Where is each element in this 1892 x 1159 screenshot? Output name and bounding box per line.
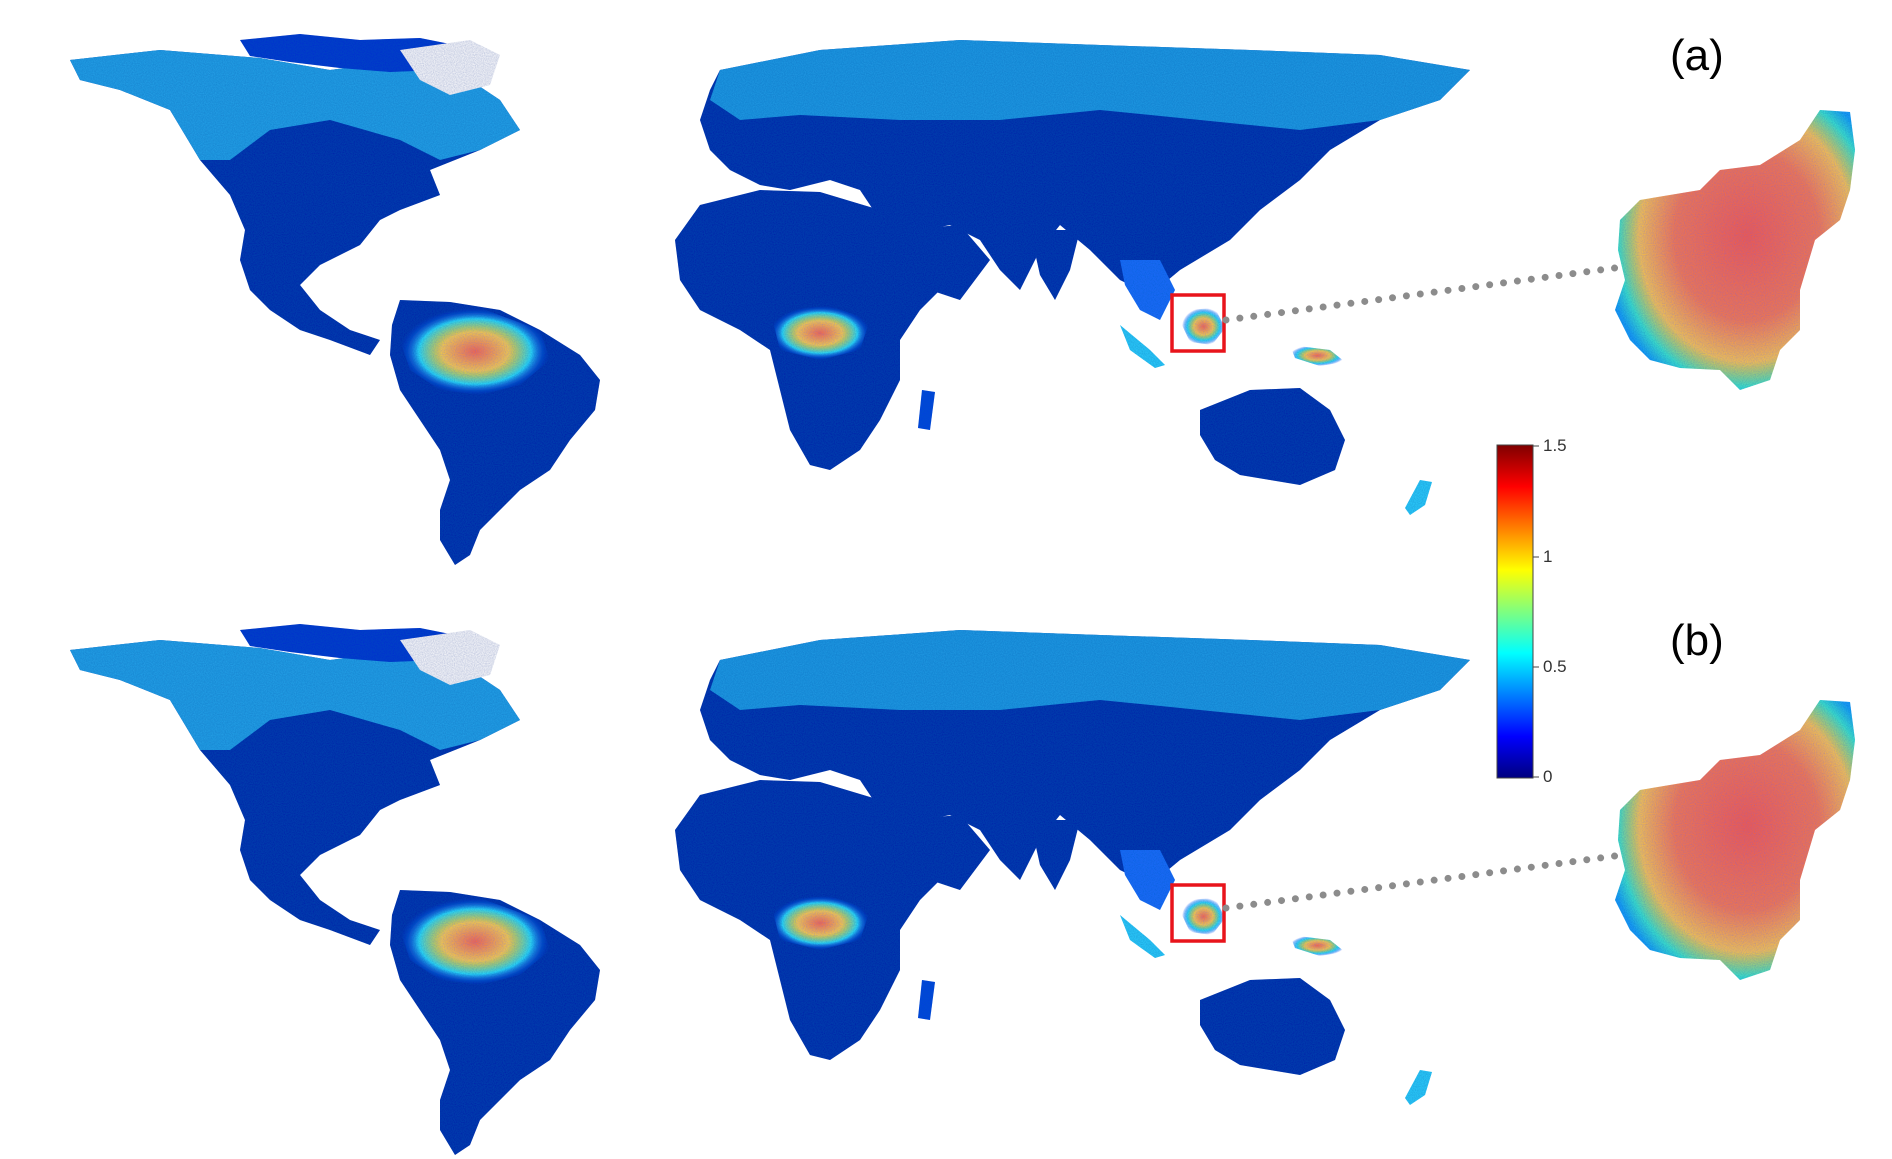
borneo-inset-b [1615, 700, 1855, 980]
colorbar-tick-0-5: 0.5 [1543, 657, 1567, 676]
colorbar-gradient [1496, 444, 1534, 779]
inset-connector-a [1222, 264, 1619, 324]
colorbar-ticks [1533, 445, 1539, 778]
panel-b-map [70, 624, 1470, 1155]
panel-a-map [70, 34, 1470, 565]
colorbar-tick-1: 1 [1543, 547, 1552, 566]
panel-label-b: (b) [1670, 616, 1724, 665]
colorbar: 1.5 1 0.5 0 [1496, 436, 1567, 786]
borneo-highlight-box-b [1170, 883, 1226, 943]
inset-connector-b [1222, 852, 1619, 912]
panel-b-highlight [1170, 852, 1619, 943]
colorbar-tick-1-5: 1.5 [1543, 436, 1567, 455]
panel-a-highlight [1170, 264, 1619, 353]
colorbar-tick-0: 0 [1543, 767, 1552, 786]
panel-label-a: (a) [1670, 31, 1724, 80]
borneo-inset-a [1615, 110, 1855, 390]
borneo-highlight-box-a [1170, 293, 1226, 353]
